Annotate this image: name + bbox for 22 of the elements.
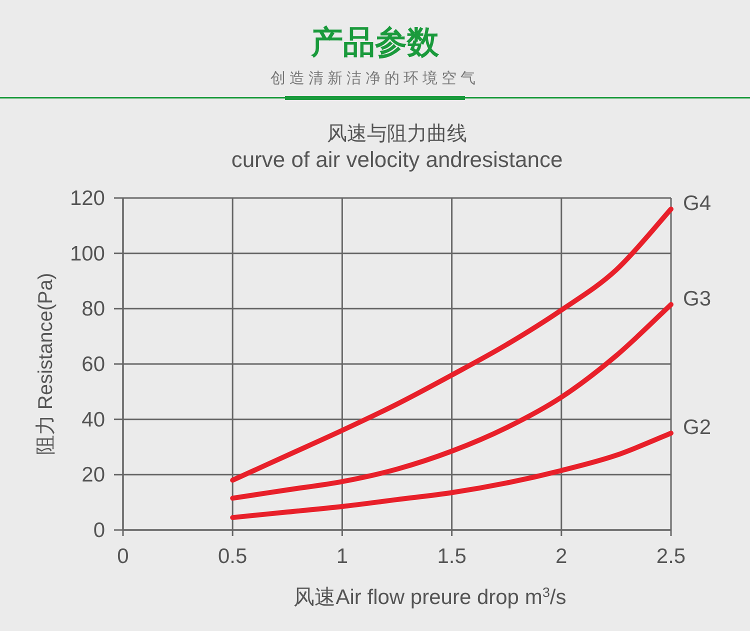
y-axis-title: 阻力 Resistance(Pa): [35, 272, 57, 456]
chart-subtitle: 创造清新洁净的环境空气: [270, 70, 480, 87]
x-tick-label: 0: [117, 545, 129, 568]
series-label: G2: [683, 416, 712, 440]
text: 风速与阻力曲线: [327, 123, 467, 145]
x-tick-label: 2.5: [656, 545, 686, 568]
x-axis-title: 风速Air flow preure drop m$^{3}$/s: [294, 584, 566, 609]
y-tick-label: 20: [82, 464, 105, 487]
x-tick-label: 2: [556, 545, 568, 568]
y-tick-label: 0: [93, 519, 105, 542]
text: curve of air velocity andresistance: [231, 147, 563, 172]
y-tick-label: 40: [82, 408, 105, 432]
y-tick-label: 120: [70, 187, 105, 210]
series-label: G3: [683, 288, 712, 311]
y-tick-label: 80: [82, 298, 105, 321]
chart-title: 产品参数: [310, 24, 440, 60]
y-tick-label: 60: [82, 353, 105, 376]
x-tick-label: 1.5: [437, 545, 466, 568]
x-tick-label: 1: [336, 545, 348, 568]
series-label: G4: [683, 192, 712, 216]
x-tick-label: 0.5: [218, 545, 248, 568]
y-tick-label: 100: [70, 242, 105, 266]
